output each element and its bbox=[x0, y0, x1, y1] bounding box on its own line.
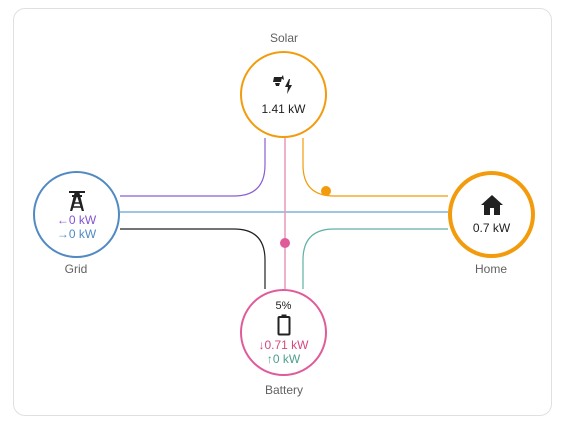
home-node[interactable]: 0.7 kW bbox=[448, 171, 535, 258]
grid-import-row: ←0 kW bbox=[57, 213, 96, 227]
flow-dot-solar-home bbox=[321, 186, 331, 196]
arrow-left-icon: ← bbox=[56, 213, 69, 227]
battery-in-row: ↑0 kW bbox=[267, 352, 300, 366]
battery-node[interactable]: 5% ↓0.71 kW ↑0 kW bbox=[240, 289, 327, 376]
battery-outline-icon bbox=[277, 314, 290, 335]
grid-export-row: →0 kW bbox=[57, 227, 96, 241]
battery-out-row: ↓0.71 kW bbox=[258, 338, 308, 352]
flow-dot-solar-battery bbox=[280, 238, 290, 248]
grid-label: Grid bbox=[64, 262, 88, 276]
grid-import-value: 0 kW bbox=[68, 213, 97, 227]
solar-power-value: 1.41 kW bbox=[261, 102, 306, 116]
home-label: Home bbox=[474, 262, 507, 276]
transmission-tower-icon bbox=[68, 191, 85, 211]
solar-power-icon bbox=[272, 75, 292, 94]
flow-grid-battery bbox=[120, 228, 266, 289]
arrow-up-icon: ↑ bbox=[266, 351, 273, 366]
flow-battery-home bbox=[302, 228, 448, 289]
battery-label: Battery bbox=[264, 383, 303, 397]
arrow-down-icon: ↓ bbox=[258, 337, 265, 352]
solar-node[interactable]: 1.41 kW bbox=[240, 51, 327, 138]
arrow-right-icon: → bbox=[56, 227, 69, 241]
home-power-value: 0.7 kW bbox=[472, 221, 511, 235]
grid-node[interactable]: ←0 kW →0 kW bbox=[33, 171, 120, 258]
solar-label: Solar bbox=[269, 31, 298, 45]
battery-in-value: 0 kW bbox=[272, 351, 301, 366]
flow-solar-home bbox=[302, 138, 448, 197]
battery-soc-value: 5% bbox=[275, 299, 292, 312]
home-icon bbox=[480, 195, 503, 215]
battery-out-value: 0.71 kW bbox=[264, 337, 309, 352]
grid-export-value: 0 kW bbox=[68, 227, 97, 241]
flow-solar-grid bbox=[120, 138, 266, 197]
